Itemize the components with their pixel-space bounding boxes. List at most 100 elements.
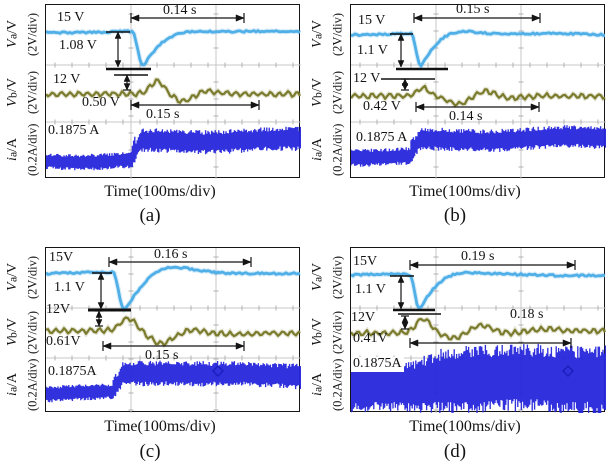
va-voltage-trace-halo bbox=[351, 269, 606, 312]
va-voltage-trace bbox=[351, 270, 606, 310]
axis-unit: /V bbox=[5, 263, 20, 278]
y-axis-scale-label: (2V/div) bbox=[330, 12, 345, 56]
axis-subscript: b bbox=[311, 92, 325, 99]
axis-symbol: i bbox=[5, 157, 20, 162]
y-axis-scale-label: (0.2A/div) bbox=[25, 123, 40, 176]
va-level-label: 15 V bbox=[358, 13, 386, 28]
axis-symbol: V bbox=[5, 282, 20, 291]
va-voltage-trace bbox=[46, 265, 301, 311]
axis-symbol: i bbox=[5, 392, 20, 397]
axis-unit: /A bbox=[5, 372, 20, 387]
va-recovery-time-arrow bbox=[413, 13, 541, 23]
axis-unit: /V bbox=[5, 78, 20, 93]
vb-settling-time-label: 0.18 s bbox=[510, 307, 544, 322]
y-axis-scale-label: (2V/div) bbox=[330, 255, 345, 299]
x-axis-label: Time(100ms/div) bbox=[409, 418, 521, 435]
va-recovery-time-label: 0.16 s bbox=[154, 247, 188, 262]
axis-symbol: i bbox=[310, 392, 325, 397]
vb-level-label: 12 V bbox=[353, 71, 381, 86]
y-axis-quantity-label: i a/A bbox=[308, 357, 328, 412]
axis-unit: /A bbox=[5, 137, 20, 152]
vb-deviation-arrow bbox=[95, 310, 103, 327]
ia-level-label: 0.1875 A bbox=[48, 123, 100, 138]
oscilloscope-plot-b: 15 V 0.15 s 1.1 V 12 V 0.42 V 0.14 s 0.1875 A bbox=[350, 2, 606, 179]
ia-level-label: 0.1875 A bbox=[356, 130, 408, 145]
axis-symbol: V bbox=[310, 282, 325, 291]
va-sag-label: 1.1 V bbox=[357, 43, 388, 58]
y-axis-scale-label: (2V/div) bbox=[25, 255, 40, 299]
y-axis-scale-label: (2V/div) bbox=[330, 310, 345, 354]
va-recovery-time-arrow bbox=[130, 13, 245, 23]
vb-voltage-trace bbox=[351, 84, 606, 107]
waveform-canvas bbox=[46, 5, 301, 179]
y-axis-scale-label: (2V/div) bbox=[25, 12, 40, 56]
panel-caption: (c) bbox=[139, 441, 161, 462]
va-level-label: 15V bbox=[49, 250, 74, 265]
ia-level-label: 0.1875A bbox=[351, 356, 404, 372]
vb-voltage-trace bbox=[46, 78, 301, 104]
y-axis-scale-label: (0.2A/div) bbox=[330, 123, 345, 176]
vb-deviation-label: 0.42 V bbox=[363, 99, 401, 114]
vb-settling-time-arrow bbox=[102, 341, 245, 351]
vb-settling-time-arrow bbox=[130, 100, 260, 110]
va-recovery-time-arrow bbox=[409, 260, 576, 270]
axis-unit: /V bbox=[310, 263, 325, 278]
va-sag-arrow bbox=[397, 33, 405, 68]
graticule bbox=[351, 5, 606, 179]
waveform-canvas bbox=[351, 5, 606, 179]
vb-deviation-label: 0.61V bbox=[46, 334, 81, 349]
panel-caption: (b) bbox=[443, 205, 467, 226]
ia-level-label: 0.1875A bbox=[46, 364, 99, 380]
va-sag-label: 1.08 V bbox=[59, 38, 97, 53]
waveform-canvas bbox=[46, 248, 301, 413]
oscilloscope-plot-d: 15V 0.19 s 1.1 V 12V 0.41V 0.18 s 0.1875A bbox=[350, 247, 606, 413]
y-axis-scale-label: (2V/div) bbox=[25, 310, 40, 354]
axis-symbol: V bbox=[310, 337, 325, 347]
y-axis-scale-label: (2V/div) bbox=[330, 70, 345, 115]
axis-subscript: a bbox=[311, 151, 325, 158]
vb-deviation-label: 0.41V bbox=[353, 331, 388, 346]
vb-level-label: 12V bbox=[46, 302, 71, 317]
va-sag-label: 1.1 V bbox=[355, 282, 386, 297]
cursor-diamond-icon bbox=[211, 364, 225, 378]
graticule bbox=[46, 248, 301, 413]
axis-symbol: V bbox=[310, 39, 325, 48]
axis-subscript: a bbox=[6, 277, 20, 283]
axis-unit: /A bbox=[310, 137, 325, 152]
axis-unit: /A bbox=[310, 372, 325, 387]
va-recovery-time-label: 0.14 s bbox=[163, 3, 197, 18]
va-sag-label: 1.1 V bbox=[54, 280, 85, 295]
vb-settling-time-arrow bbox=[415, 102, 540, 112]
x-axis-label: Time(100ms/div) bbox=[104, 418, 216, 435]
vb-level-label: 12 V bbox=[53, 72, 81, 87]
va-sag-arrow bbox=[97, 272, 105, 310]
vb-settling-time-label: 0.14 s bbox=[449, 109, 483, 124]
axis-unit: /V bbox=[310, 78, 325, 93]
axis-symbol: V bbox=[5, 39, 20, 48]
axis-subscript: a bbox=[311, 34, 325, 40]
axis-unit: /V bbox=[5, 20, 20, 35]
y-axis-scale-label: (2V/div) bbox=[25, 70, 40, 115]
vb-settling-time-label: 0.15 s bbox=[146, 107, 180, 122]
vb-deviation-arrow bbox=[401, 315, 409, 330]
axis-unit: /V bbox=[310, 20, 325, 35]
vb-deviation-label: 0.50 V bbox=[82, 95, 120, 110]
axis-symbol: V bbox=[5, 337, 20, 347]
ia-current-trace bbox=[46, 126, 301, 171]
cursor-diamond-icon bbox=[561, 364, 575, 378]
vb-settling-time-arrow bbox=[409, 338, 572, 348]
y-axis-scale-label: (0.2A/div) bbox=[25, 358, 40, 411]
axis-subscript: a bbox=[311, 386, 325, 393]
va-level-label: 15V bbox=[353, 254, 378, 269]
